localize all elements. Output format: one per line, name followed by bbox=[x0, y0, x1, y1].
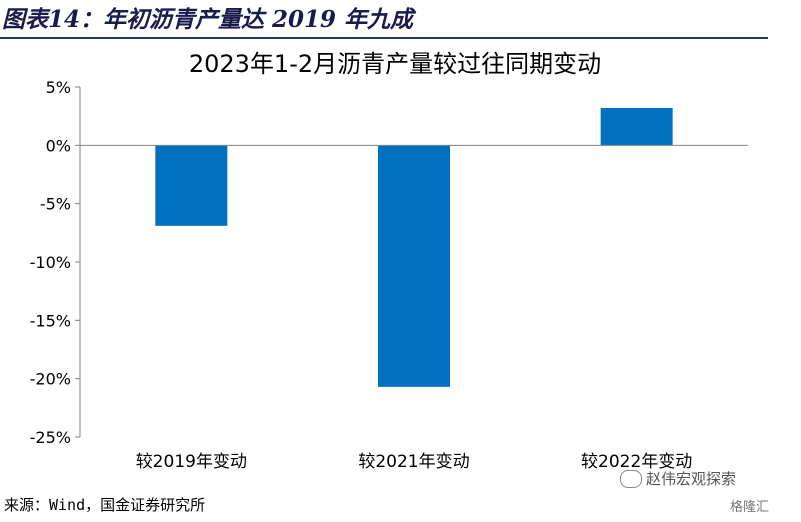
y-axis: 5% 0% -5% -10% -15% -20% -25% bbox=[30, 78, 81, 447]
y-tick-label: -15% bbox=[30, 311, 71, 330]
bar-chart: 2023年1-2月沥青产量较过往同期变动 5% 0% -5% -10% -15% -20%… bbox=[30, 50, 748, 472]
x-tick-label: 较2019年变动 bbox=[136, 452, 247, 472]
watermark-sub: 格隆汇 bbox=[730, 500, 770, 515]
watermark: 赵伟宏观探索 bbox=[620, 468, 736, 489]
y-tick-label: -20% bbox=[30, 370, 71, 389]
source-note: 来源：Wind，国金证券研究所 bbox=[4, 496, 206, 514]
bar bbox=[378, 145, 450, 387]
figure-title: 图表14：年初沥青产量达 2019 年九成 bbox=[2, 6, 414, 33]
bars bbox=[155, 108, 673, 387]
bar bbox=[600, 108, 673, 146]
watermark-text: 赵伟宏观探索 bbox=[646, 470, 737, 488]
chart-title: 2023年1-2月沥青产量较过往同期变动 bbox=[189, 50, 601, 78]
title-divider bbox=[0, 37, 768, 39]
x-axis: 较2019年变动 较2021年变动 较2022年变动 bbox=[80, 144, 748, 472]
bar bbox=[155, 145, 228, 226]
y-tick-label: 5% bbox=[46, 78, 71, 97]
y-tick-label: -25% bbox=[30, 428, 71, 447]
y-tick-label: -5% bbox=[40, 195, 71, 214]
y-tick-label: 0% bbox=[46, 136, 71, 155]
y-tick-label: -10% bbox=[30, 253, 71, 272]
x-tick-label: 较2021年变动 bbox=[358, 452, 469, 472]
x-tick-label: 较2022年变动 bbox=[581, 452, 692, 472]
wechat-icon bbox=[620, 469, 642, 488]
